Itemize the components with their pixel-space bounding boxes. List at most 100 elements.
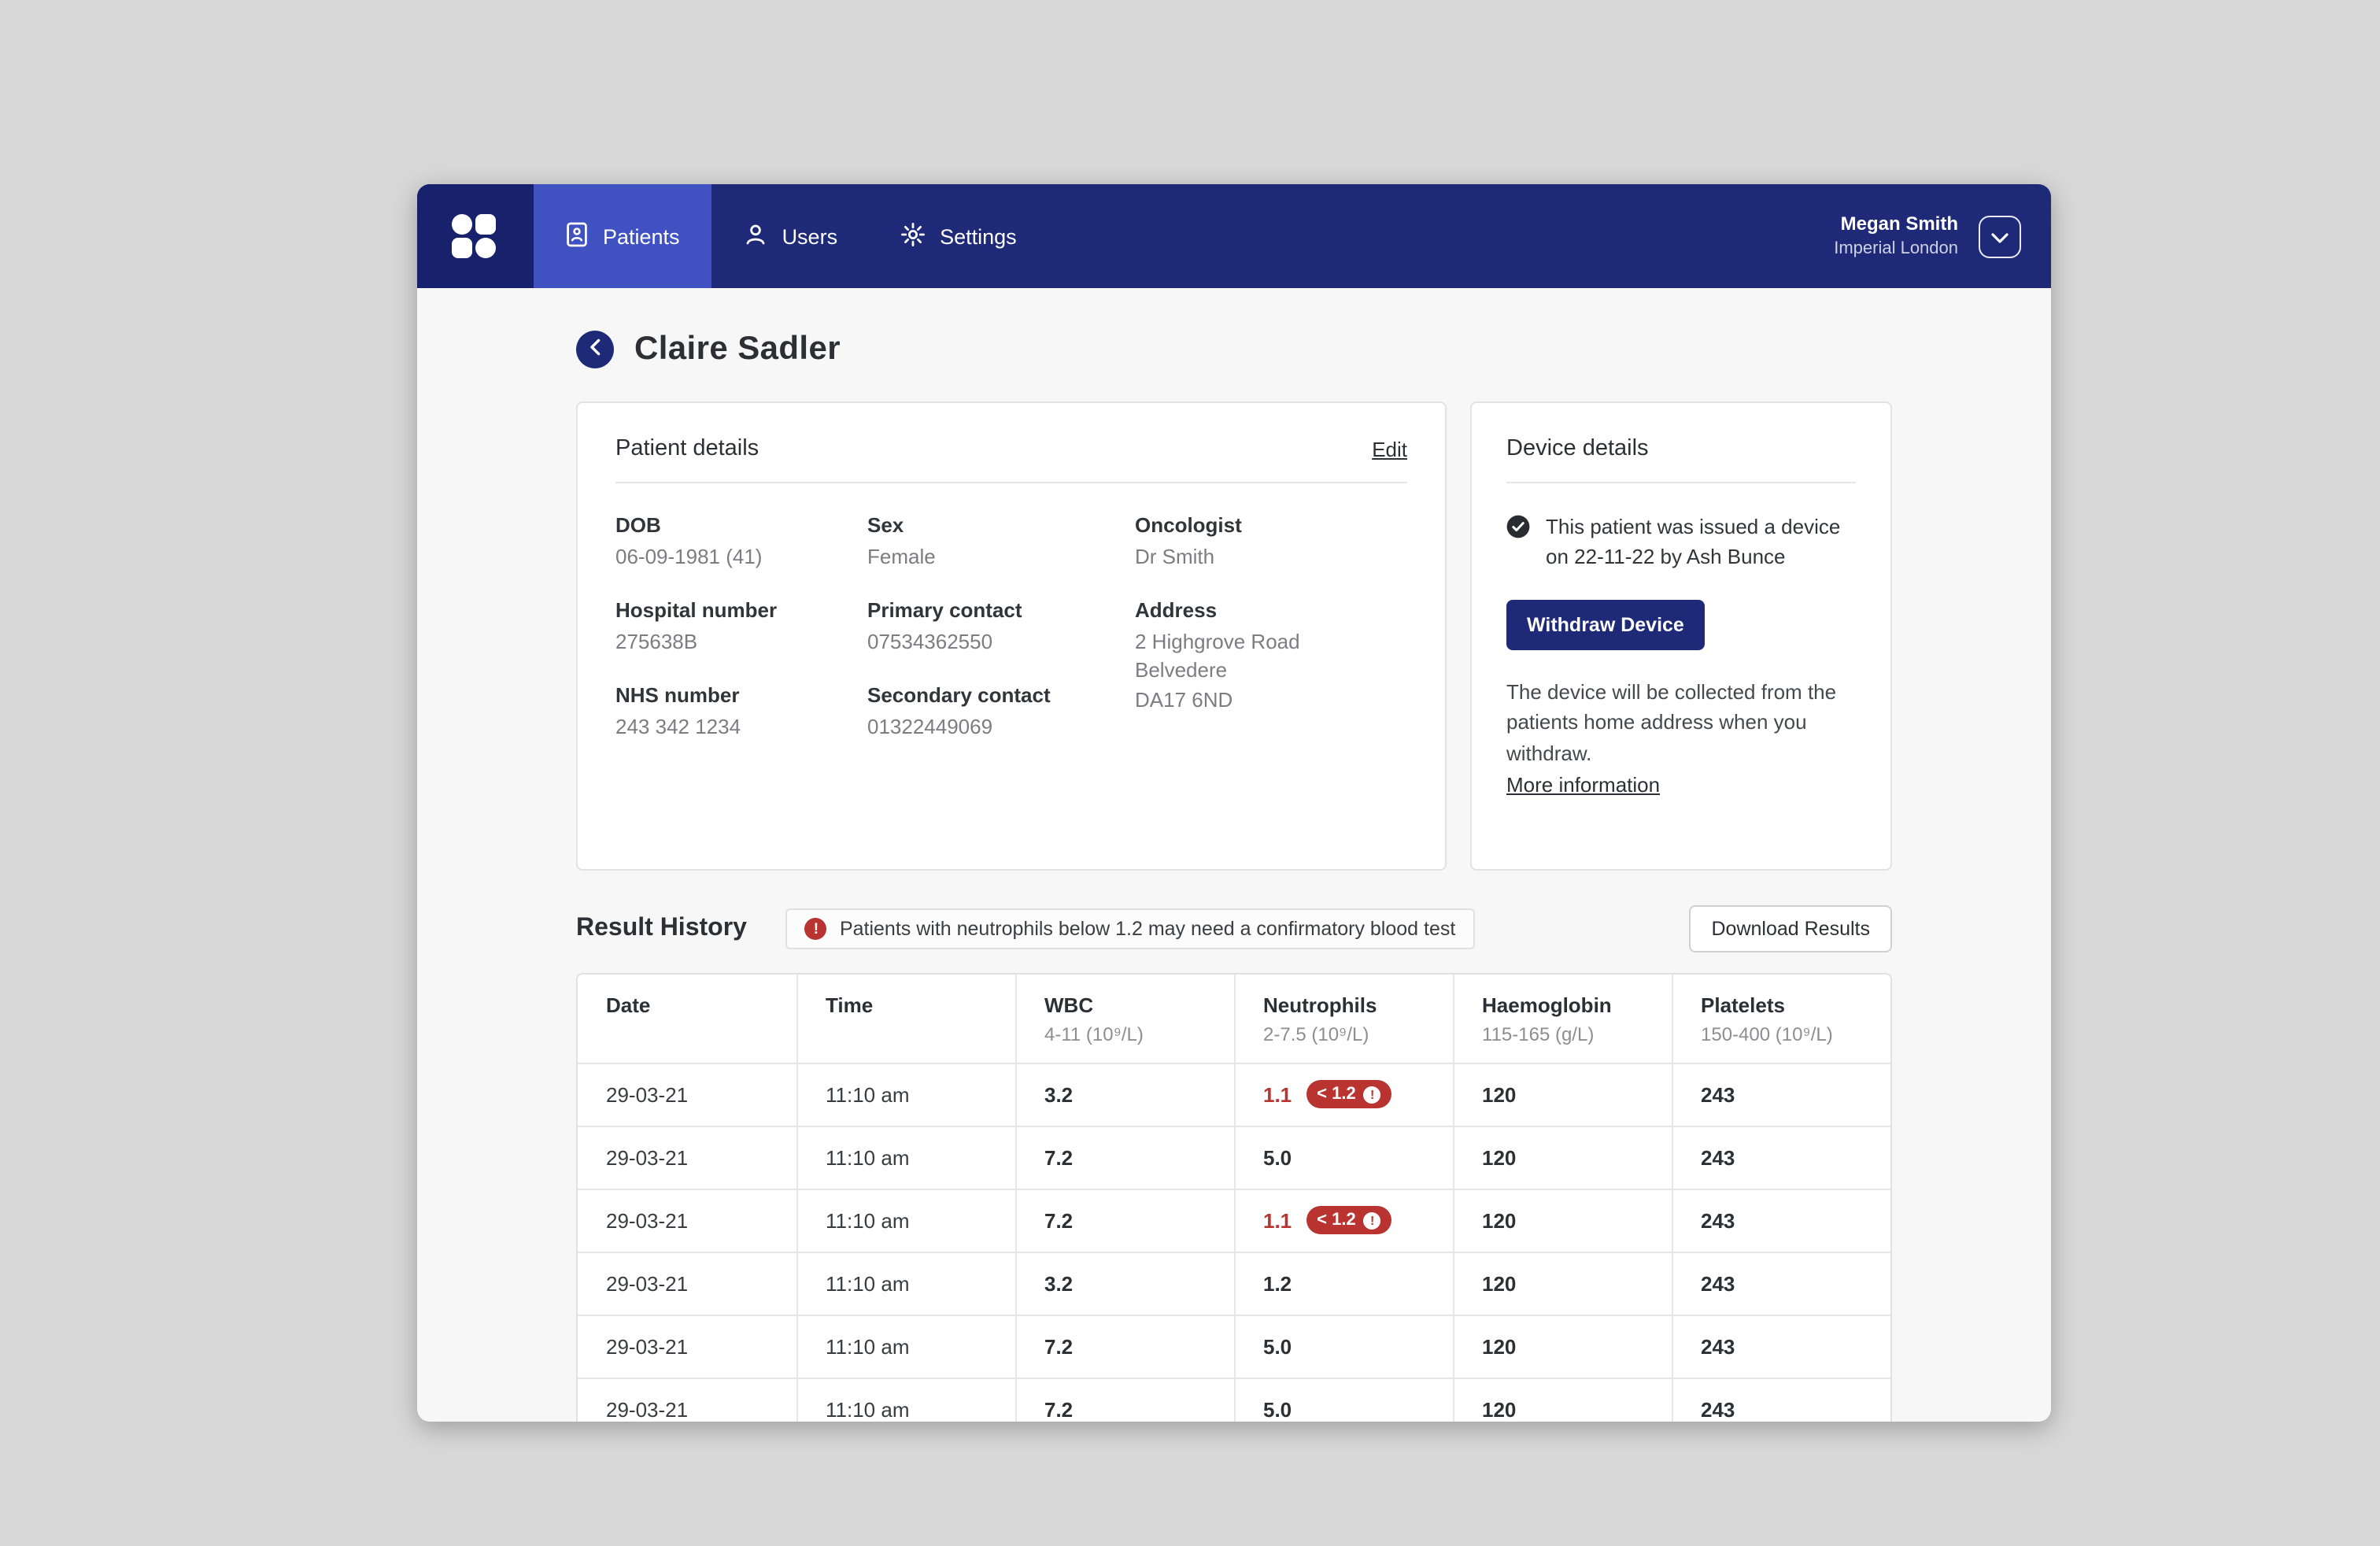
device-collection-text: The device will be collected from the pa… — [1506, 679, 1837, 765]
cell-wbc: 7.2 — [1015, 1189, 1235, 1252]
cell-neutrophils: 1.1 < 1.2 ! — [1234, 1063, 1454, 1126]
cell-haemoglobin: 120 — [1453, 1378, 1672, 1422]
nav-tabs: Patients Users — [534, 184, 1048, 288]
withdraw-device-button[interactable]: Withdraw Device — [1506, 599, 1705, 650]
cell-neutrophils: 1.1 < 1.2 ! — [1234, 1189, 1454, 1252]
field-oncologist: Oncologist Dr Smith — [1135, 513, 1242, 568]
nav-tab-label: Users — [782, 224, 838, 248]
cell-date: 29-03-21 — [578, 1063, 797, 1126]
neutrophil-alert-pill: ! Patients with neutrophils below 1.2 ma… — [785, 908, 1475, 949]
col-header-date: Date — [578, 975, 797, 1063]
cell-time: 11:10 am — [796, 1252, 1016, 1315]
col-header-time: Time — [796, 975, 1016, 1063]
patients-icon — [565, 221, 589, 251]
result-history-title: Result History — [576, 915, 747, 941]
cell-time: 11:10 am — [796, 1063, 1016, 1126]
chevron-left-icon — [589, 337, 601, 361]
field-sex: Sex Female — [867, 513, 936, 568]
device-details-header: Device details — [1506, 436, 1856, 483]
app-logo-icon — [452, 213, 499, 259]
nav-tab-users[interactable]: Users — [711, 184, 870, 288]
user-organisation: Imperial London — [1834, 239, 1958, 258]
results-table: Date Time WBC 4-11 (10⁹/L) Neutrophils — [576, 973, 1892, 1422]
field-primary-contact: Primary contact 07534362550 — [867, 598, 1022, 654]
patient-fields-column: Oncologist Dr Smith Address 2 Highgrove … — [1135, 513, 1407, 742]
patient-fields-column: DOB 06-09-1981 (41) Hospital number 2756… — [615, 513, 867, 742]
col-header-platelets: Platelets 150-400 (10⁹/L) — [1672, 975, 1890, 1063]
table-row: 29-03-21 11:10 am 7.2 5.0 120 243 — [578, 1378, 1890, 1422]
low-neutrophil-badge: < 1.2 ! — [1306, 1080, 1392, 1108]
cell-date: 29-03-21 — [578, 1315, 797, 1378]
patient-details-title: Patient details — [615, 436, 759, 461]
cell-neutrophils: 5.0 — [1234, 1126, 1454, 1189]
field-nhs-number: NHS number 243 342 1234 — [615, 683, 741, 739]
alert-text: Patients with neutrophils below 1.2 may … — [839, 918, 1456, 940]
patient-details-card: Patient details Edit DOB 06-09-1981 (41)… — [576, 401, 1447, 871]
cell-wbc: 7.2 — [1015, 1315, 1235, 1378]
table-row: 29-03-21 11:10 am 7.2 1.1 < 1.2 ! — [578, 1189, 1890, 1252]
result-history-header-row: Result History ! Patients with neutrophi… — [576, 905, 1892, 952]
table-header-row: Date Time WBC 4-11 (10⁹/L) Neutrophils — [578, 975, 1890, 1063]
user-menu-button[interactable] — [1979, 215, 2021, 257]
device-details-title: Device details — [1506, 436, 1649, 461]
cell-platelets: 243 — [1672, 1189, 1890, 1252]
cell-platelets: 243 — [1672, 1378, 1890, 1422]
top-navbar: Patients Users — [417, 184, 2051, 288]
nav-tab-patients[interactable]: Patients — [534, 184, 711, 288]
exclamation-circle-icon: ! — [1363, 1211, 1381, 1229]
app-logo-container — [417, 184, 534, 288]
cell-wbc: 3.2 — [1015, 1063, 1235, 1126]
more-information-link[interactable]: More information — [1506, 773, 1661, 797]
cell-haemoglobin: 120 — [1453, 1189, 1672, 1252]
field-dob: DOB 06-09-1981 (41) — [615, 513, 763, 568]
user-name: Megan Smith — [1840, 213, 1958, 235]
cell-platelets: 243 — [1672, 1252, 1890, 1315]
cell-haemoglobin: 120 — [1453, 1252, 1672, 1315]
check-circle-icon — [1506, 515, 1530, 572]
col-header-wbc: WBC 4-11 (10⁹/L) — [1015, 975, 1235, 1063]
navbar-user-area: Megan Smith Imperial London — [1834, 184, 2051, 288]
detail-cards: Patient details Edit DOB 06-09-1981 (41)… — [576, 401, 1892, 871]
page-content: Claire Sadler Patient details Edit DOB 0… — [417, 288, 2051, 1422]
field-secondary-contact: Secondary contact 01322449069 — [867, 683, 1051, 739]
nav-tab-label: Settings — [940, 224, 1017, 248]
col-header-haemoglobin: Haemoglobin 115-165 (g/L) — [1453, 975, 1672, 1063]
low-neutrophil-badge: < 1.2 ! — [1306, 1206, 1392, 1234]
col-header-neutrophils: Neutrophils 2-7.5 (10⁹/L) — [1234, 975, 1454, 1063]
cell-platelets: 243 — [1672, 1063, 1890, 1126]
table-row: 29-03-21 11:10 am 3.2 1.2 120 243 — [578, 1252, 1890, 1315]
cell-date: 29-03-21 — [578, 1252, 797, 1315]
cell-neutrophils: 1.2 — [1234, 1252, 1454, 1315]
field-hospital-number: Hospital number 275638B — [615, 598, 778, 654]
cell-date: 29-03-21 — [578, 1189, 797, 1252]
cell-haemoglobin: 120 — [1453, 1126, 1672, 1189]
page-title-row: Claire Sadler — [576, 329, 1892, 368]
chevron-down-icon — [1991, 224, 2009, 248]
exclamation-circle-icon: ! — [1363, 1086, 1381, 1103]
nav-tab-settings[interactable]: Settings — [869, 184, 1048, 288]
patient-details-header: Patient details Edit — [615, 436, 1407, 483]
cell-time: 11:10 am — [796, 1126, 1016, 1189]
cell-haemoglobin: 120 — [1453, 1063, 1672, 1126]
cell-time: 11:10 am — [796, 1189, 1016, 1252]
device-issued-text: This patient was issued a device on 22-1… — [1546, 515, 1841, 568]
download-results-button[interactable]: Download Results — [1689, 905, 1892, 952]
app-window: Patients Users — [417, 184, 2051, 1422]
back-button[interactable] — [576, 330, 614, 368]
cell-wbc: 3.2 — [1015, 1252, 1235, 1315]
edit-patient-link[interactable]: Edit — [1372, 437, 1407, 460]
cell-date: 29-03-21 — [578, 1126, 797, 1189]
user-meta: Megan Smith Imperial London — [1834, 213, 1958, 260]
cell-neutrophils: 5.0 — [1234, 1378, 1454, 1422]
cell-platelets: 243 — [1672, 1126, 1890, 1189]
cell-neutrophils: 5.0 — [1234, 1315, 1454, 1378]
cell-wbc: 7.2 — [1015, 1126, 1235, 1189]
table-row: 29-03-21 11:10 am 3.2 1.1 < 1.2 ! — [578, 1063, 1890, 1126]
field-address: Address 2 Highgrove Road Belvedere DA17 … — [1135, 598, 1300, 712]
cell-time: 11:10 am — [796, 1378, 1016, 1422]
cell-haemoglobin: 120 — [1453, 1315, 1672, 1378]
cell-platelets: 243 — [1672, 1315, 1890, 1378]
alert-exclamation-icon: ! — [804, 918, 827, 940]
nav-tab-label: Patients — [603, 224, 680, 248]
